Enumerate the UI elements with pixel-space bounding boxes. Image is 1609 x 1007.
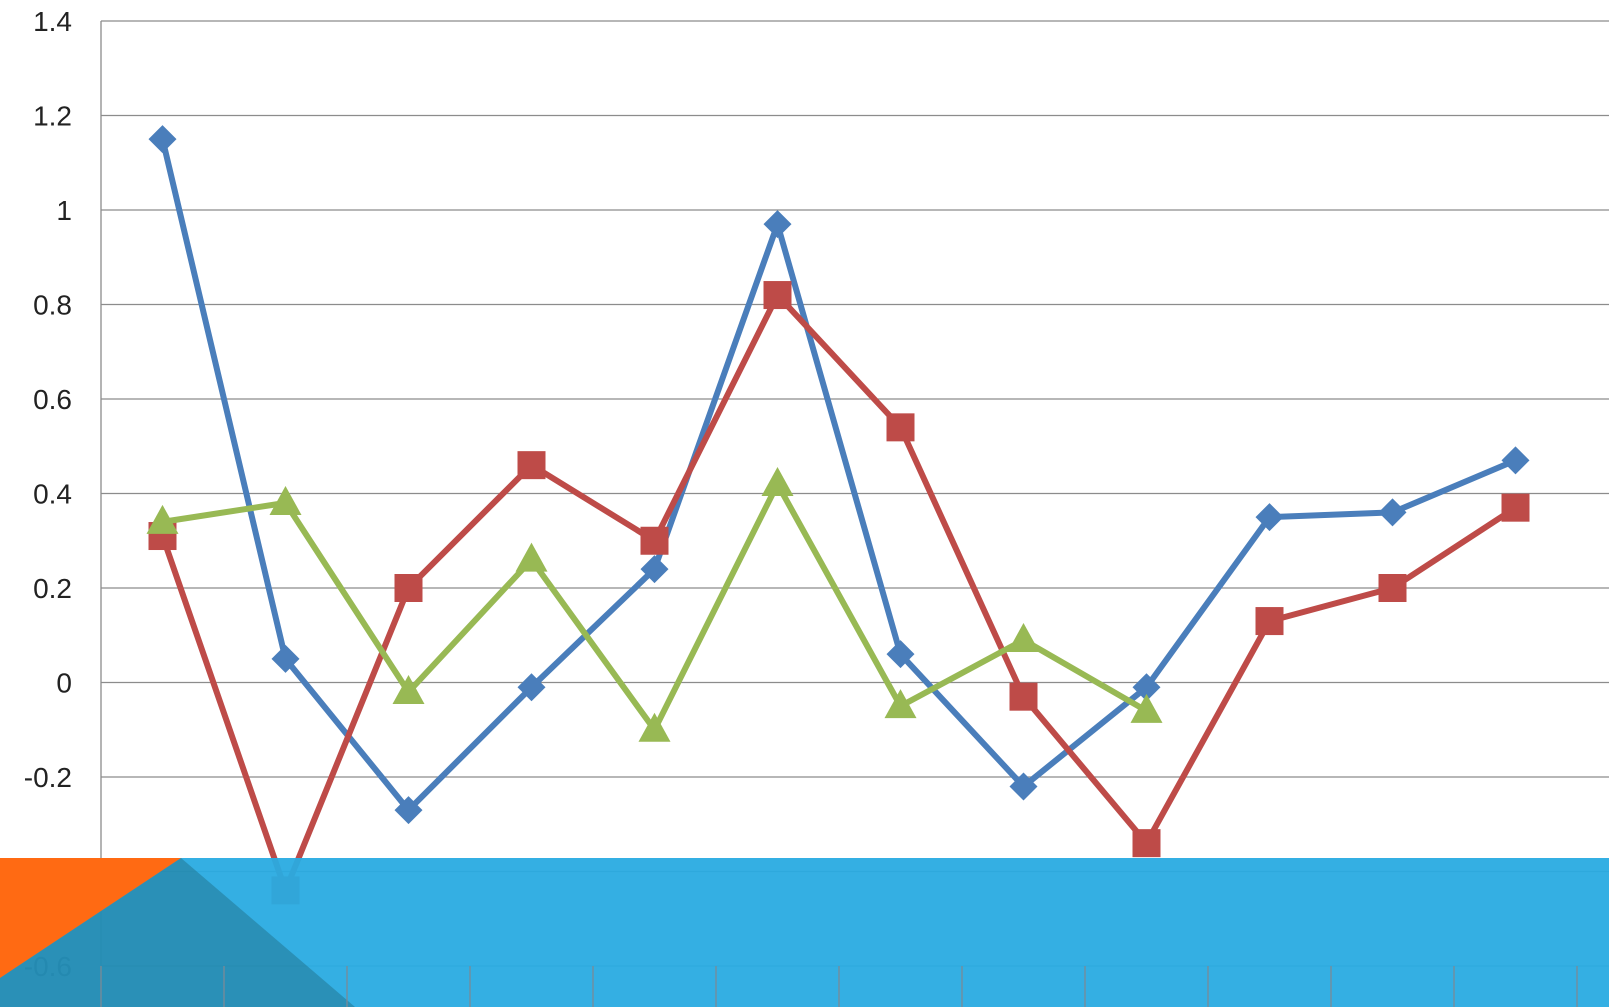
data-point-diamond [1378,498,1407,527]
decorative-overlay [0,858,1609,1007]
series-line [159,292,1518,894]
data-point-diamond [886,640,915,669]
data-point-square [1501,493,1530,522]
data-point-triangle [1007,622,1040,652]
data-point-triangle [1130,693,1163,723]
data-point-square [763,281,792,310]
series-3 [146,467,1163,742]
data-point-diamond [763,210,792,239]
orange-corner-accent [0,858,181,978]
data-point-square [394,574,423,602]
blue-banner-band [0,858,1609,1007]
data-point-square [517,451,546,480]
data-point-square [1009,682,1038,711]
series-line [159,138,1517,814]
data-point-diamond [271,644,300,673]
y-tick-label: 0.8 [33,290,72,321]
series-1 [148,125,1530,825]
data-point-triangle [392,674,425,704]
data-point-diamond [148,125,177,154]
data-point-triangle [884,689,917,719]
data-point-triangle [269,485,302,515]
data-point-diamond [517,673,546,702]
y-tick-label: 1.2 [33,101,72,132]
y-tick-label: 0.6 [33,384,72,415]
data-point-diamond [1009,772,1038,801]
data-series [146,125,1530,905]
x-axis [100,966,1578,1007]
y-axis-ticks: 1.41.210.80.60.40.20-0.2-0.4-0.6 [24,6,72,982]
data-point-square [1378,574,1407,602]
data-point-diamond [1255,503,1284,532]
data-point-triangle [146,504,179,534]
y-tick-label: 1.4 [33,6,72,37]
y-tick-label: 0 [56,668,72,699]
data-point-square [886,413,915,442]
y-tick-label: 0.2 [33,573,72,604]
data-point-square [640,526,669,555]
y-tick-label: 0.4 [33,479,72,510]
data-point-diamond [394,796,423,825]
data-point-diamond [1132,673,1161,702]
y-tick-label: 1 [56,195,72,226]
data-point-diamond [1501,446,1530,475]
data-point-triangle [761,467,794,497]
data-point-triangle [515,542,548,572]
slate-corner-accent [0,858,355,1007]
data-point-square [1132,829,1161,858]
y-tick-label: -0.2 [24,762,72,793]
data-point-triangle [638,712,671,742]
data-point-square [1255,607,1284,636]
data-point-diamond [640,555,669,584]
